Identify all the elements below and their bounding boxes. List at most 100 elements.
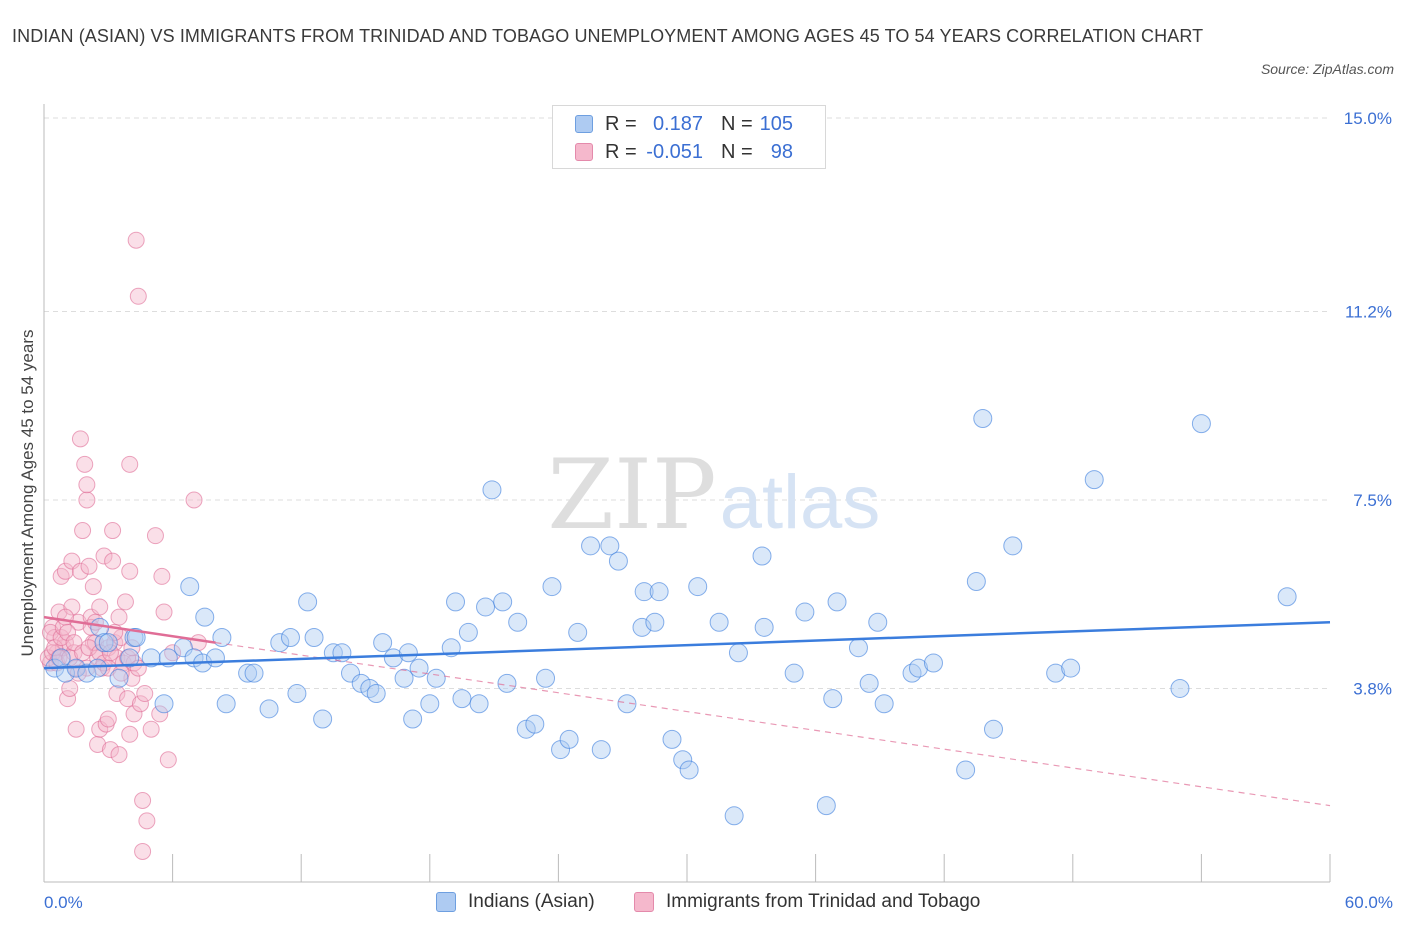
pink-point (121, 562, 139, 580)
r-label: R = (605, 140, 637, 163)
blue-point (983, 719, 1003, 739)
pink-n-value: 98 (770, 140, 793, 163)
blue-point (304, 628, 324, 648)
blue-point (205, 648, 225, 668)
blue-point (280, 628, 300, 648)
y-tick-label: 3.8% (1353, 679, 1392, 698)
x-tick-label-min: 0.0% (44, 893, 83, 912)
blue-point (1277, 587, 1297, 607)
legend-pink-label: Immigrants from Trinidad and Tobago (666, 891, 981, 912)
blue-point (508, 612, 528, 632)
blue-point (126, 628, 146, 648)
blue-point (966, 571, 986, 591)
pink-point (125, 705, 143, 723)
blue-point (141, 648, 161, 668)
pink-point (159, 751, 177, 769)
blue-point (482, 480, 502, 500)
pink-point (101, 741, 119, 759)
blue-point (446, 592, 466, 612)
blue-point (1046, 663, 1066, 683)
blue-point (98, 633, 118, 653)
tick-labels: 3.8% 7.5% 11.2% 15.0% 0.0% 60.0% (44, 109, 1393, 912)
blue-point (360, 678, 380, 698)
blue-point (88, 658, 108, 678)
blue-point (902, 663, 922, 683)
blue-point (923, 653, 943, 673)
pink-point (131, 695, 149, 713)
blue-point (476, 597, 496, 617)
blue-point (617, 694, 637, 714)
blue-point (645, 612, 665, 632)
blue-point (497, 673, 517, 693)
blue-point (383, 648, 403, 668)
pink-point (104, 522, 122, 540)
y-tick-label: 15.0% (1344, 109, 1392, 128)
blue-swatch (575, 115, 593, 133)
axes (43, 104, 1331, 883)
blue-point (673, 750, 693, 770)
pink-trend-line (43, 615, 216, 644)
legend-item-blue: Indians (Asian) (436, 890, 595, 914)
blue-point (394, 668, 414, 688)
watermark-zip: ZIP (547, 439, 716, 551)
blue-point (458, 622, 478, 642)
pink-point (151, 705, 169, 723)
blue-point (649, 582, 669, 602)
blue-point (634, 582, 654, 602)
blue-point (195, 607, 215, 627)
blue-point (180, 577, 200, 597)
pink-point (110, 608, 128, 626)
stats-legend: R = 0.187 N = 105 R = -0.051 N = 98 (552, 105, 826, 169)
blue-point (859, 673, 879, 693)
blue-point (340, 663, 360, 683)
blue-point (874, 694, 894, 714)
blue-point (259, 699, 279, 719)
legend-item-pink: Immigrants from Trinidad and Tobago (634, 890, 980, 914)
blue-point (956, 760, 976, 780)
trend-lines (43, 615, 1331, 807)
blue-point (591, 740, 611, 760)
blue-point (238, 663, 258, 683)
pink-point (108, 685, 126, 703)
blue-point (724, 806, 744, 826)
blue-point (216, 694, 236, 714)
blue-point (908, 658, 928, 678)
pink-trend-dashed (215, 642, 1331, 807)
pink-point (121, 455, 139, 473)
n-label: N = (721, 112, 753, 135)
blue-point (1084, 470, 1104, 490)
blue-point (600, 536, 620, 556)
blue-point (1061, 658, 1081, 678)
stats-row-pink: R = -0.051 N = 98 (575, 140, 793, 164)
blue-point (120, 648, 140, 668)
pink-point (153, 567, 171, 585)
blue-point (536, 668, 556, 688)
blue-point (688, 577, 708, 597)
blue-point (287, 684, 307, 704)
pink-point (56, 608, 74, 626)
blue-point (212, 628, 232, 648)
blue-point (525, 714, 545, 734)
pink-point (78, 476, 96, 494)
pink-point (134, 842, 152, 860)
blue-point (1003, 536, 1023, 556)
blue-point (398, 643, 418, 663)
blue-point (244, 663, 264, 683)
pink-point (134, 792, 152, 810)
blue-point (373, 633, 393, 653)
pink-point (99, 710, 117, 728)
blue-point (1191, 414, 1211, 434)
blue-point (581, 536, 601, 556)
blue-point (559, 729, 579, 749)
blue-point (709, 612, 729, 632)
blue-point (632, 617, 652, 637)
pink-point (91, 598, 109, 616)
blue-point (868, 612, 888, 632)
pink-point (127, 231, 145, 249)
legend-blue-swatch (436, 892, 456, 912)
pink-r-value: -0.051 (646, 140, 703, 163)
blue-point (332, 643, 352, 663)
grid-lines (44, 117, 1330, 689)
blue-point (298, 592, 318, 612)
pink-point (71, 430, 89, 448)
